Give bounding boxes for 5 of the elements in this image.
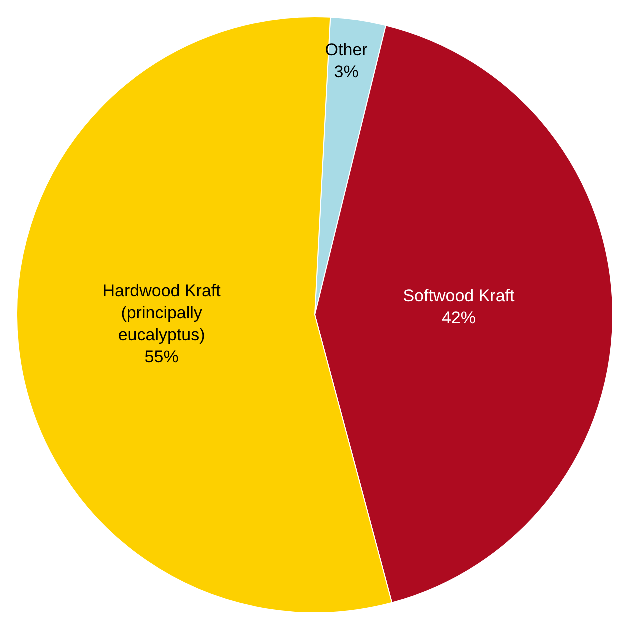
slice-label: Hardwood Kraft (principally eucalyptus) xyxy=(102,282,222,346)
data-label: 55% xyxy=(144,348,179,368)
data-label: 42% xyxy=(442,308,476,328)
data-label: 3% xyxy=(334,62,359,82)
slice-label: Softwood Kraft xyxy=(403,286,516,306)
